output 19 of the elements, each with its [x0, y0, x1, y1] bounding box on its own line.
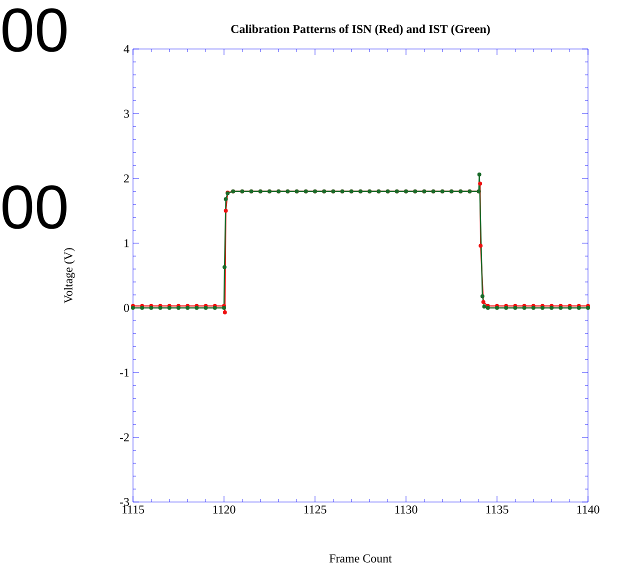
text: 00 [2, 8, 66, 52]
y-tick-label: -3 [120, 498, 130, 506]
x-axis-title: Frame Count [329, 554, 392, 562]
y-tick-label: 1 [124, 239, 129, 248]
text: 00 [2, 185, 66, 229]
y-tick-label: 3 [124, 110, 130, 118]
x-tick-label: 1130 [395, 506, 418, 514]
y-tick-label: 4 [124, 45, 130, 53]
x-tick-label: 1115 [122, 506, 144, 514]
chart-title: Calibration Patterns of ISN (Red) and IST (Green) [231, 24, 490, 36]
x-tick-label: 1140 [577, 506, 600, 514]
y-tick-label: 2 [124, 174, 129, 182]
y-axis-title: Voltage (V) [64, 248, 75, 304]
x-tick-label: 1135 [486, 506, 508, 514]
y-tick-label: -2 [120, 433, 129, 442]
x-tick-label: 1125 [304, 506, 326, 514]
y-tick-label: -1 [120, 368, 129, 377]
y-tick-label: 0 [124, 304, 130, 312]
x-tick-label: 1120 [213, 506, 236, 514]
